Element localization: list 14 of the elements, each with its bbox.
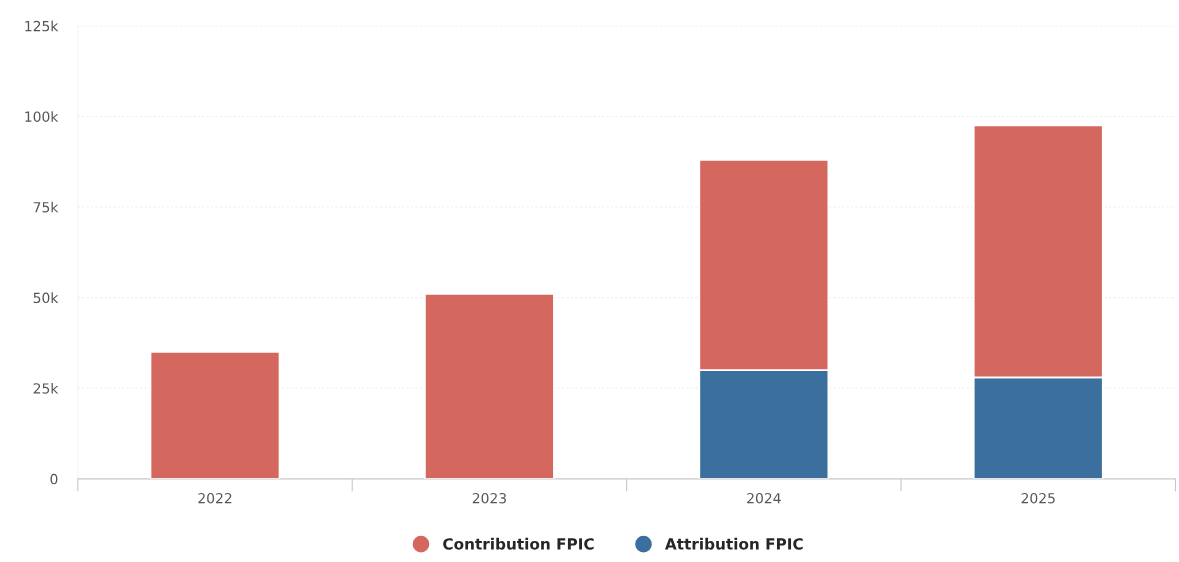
legend-label: Contribution FPIC	[443, 537, 594, 550]
y-tick-label: 0	[50, 473, 58, 485]
y-tick-label: 100k	[25, 111, 59, 122]
y-tick-label: 75k	[33, 201, 59, 213]
y-tick-label: 50k	[33, 292, 59, 304]
x-tick-label: 2024	[747, 492, 781, 504]
bar	[424, 293, 555, 479]
x-tick-label: 2023	[472, 492, 506, 504]
legend-label: Attribution FPIC	[664, 537, 803, 550]
y-tick-label: 25k	[33, 382, 59, 394]
x-tick-label: 2022	[198, 492, 232, 504]
bar	[149, 351, 281, 479]
x-tick-label: 2025	[1021, 492, 1055, 504]
y-tick-label: 125k	[25, 20, 59, 32]
